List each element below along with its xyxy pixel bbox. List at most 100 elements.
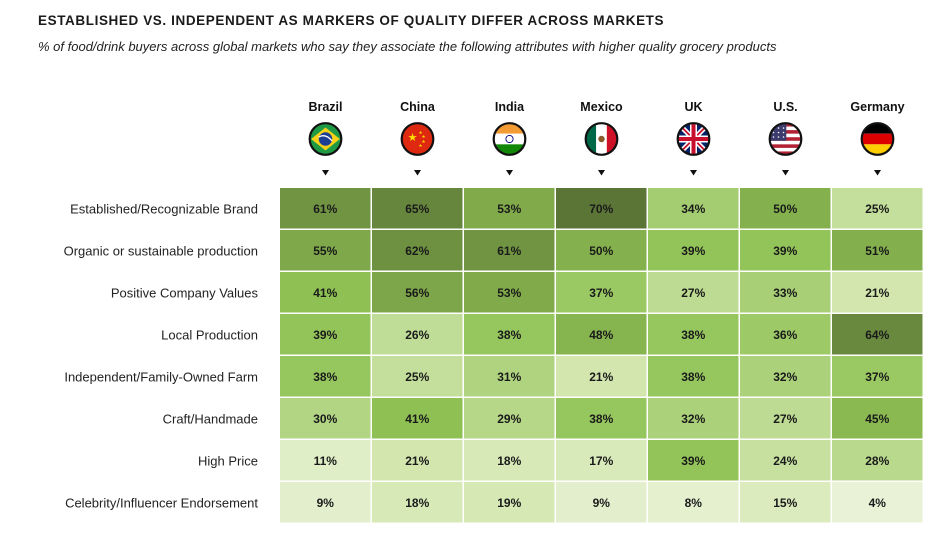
heatmap-cell (556, 440, 647, 481)
chevron-down-icon (598, 170, 605, 176)
row-label: Craft/Handmade (163, 412, 258, 427)
heatmap-cell (556, 398, 647, 439)
cell-value-label: 27% (681, 286, 705, 300)
flag-ring (676, 122, 711, 156)
heatmap-cell (464, 482, 555, 523)
cell-value-label: 70% (589, 202, 613, 216)
heatmap-cell (648, 272, 739, 313)
cell-value-label: 38% (313, 370, 337, 384)
svg-text:★: ★ (421, 134, 425, 140)
flag-ring (860, 122, 895, 156)
cell-value-label: 33% (773, 286, 797, 300)
cell-value-label: 18% (497, 454, 521, 468)
row-label: Celebrity/Influencer Endorsement (65, 496, 258, 511)
heatmap-cell (280, 482, 371, 523)
heatmap-cell (740, 440, 831, 481)
cell-value-label: 9% (317, 496, 335, 510)
cell-value-label: 32% (773, 370, 797, 384)
cell-value-label: 29% (497, 412, 521, 426)
cell-value-label: 27% (773, 412, 797, 426)
row-label: Established/Recognizable Brand (70, 202, 258, 217)
cell-value-label: 39% (681, 454, 705, 468)
cell-value-label: 41% (313, 286, 337, 300)
heatmap-cell (372, 482, 463, 523)
cell-value-label: 19% (497, 496, 521, 510)
row-label: Local Production (161, 328, 258, 343)
cell-value-label: 21% (865, 286, 889, 300)
brazil-flag-icon (310, 124, 341, 154)
heatmap-cell (372, 230, 463, 271)
heatmap-cell (464, 398, 555, 439)
heatmap-cell (740, 482, 831, 523)
heatmap-cell (832, 398, 923, 439)
cell-value-label: 53% (497, 202, 521, 216)
cell-value-label: 21% (589, 370, 613, 384)
heatmap-cell (464, 440, 555, 481)
heatmap-cell (832, 230, 923, 271)
heatmap-cell (740, 272, 831, 313)
heatmap-cell (280, 398, 371, 439)
heatmap-cell (464, 314, 555, 355)
heatmap-cell (832, 356, 923, 397)
cell-value-label: 51% (865, 244, 889, 258)
row-label: Positive Company Values (111, 286, 259, 301)
cell-value-label: 32% (681, 412, 705, 426)
germany-flag-icon (862, 124, 893, 154)
heatmap-cell (372, 272, 463, 313)
cell-value-label: 28% (865, 454, 889, 468)
us-flag-icon (770, 124, 801, 154)
heatmap-cell (740, 356, 831, 397)
heatmap-cell (832, 440, 923, 481)
heatmap-cell (556, 314, 647, 355)
column-header-us: U.S. (773, 100, 797, 114)
chevron-down-icon (690, 170, 697, 176)
cell-value-label: 38% (681, 328, 705, 342)
heatmap-cell (740, 314, 831, 355)
cell-value-label: 39% (313, 328, 337, 342)
heatmap-cell (372, 398, 463, 439)
cell-value-label: 11% (314, 454, 338, 468)
heatmap-cell (740, 398, 831, 439)
heatmap-cell (464, 356, 555, 397)
cell-value-label: 36% (773, 328, 797, 342)
flag-ring (768, 122, 803, 156)
heatmap-cell (648, 314, 739, 355)
cell-value-label: 38% (681, 370, 705, 384)
cell-value-label: 18% (405, 496, 429, 510)
heatmap-cell (372, 188, 463, 229)
cell-value-label: 4% (869, 496, 887, 510)
cell-value-label: 26% (405, 328, 429, 342)
cell-value-label: 17% (589, 454, 613, 468)
column-header-brazil: Brazil (308, 100, 342, 114)
cell-value-label: 30% (313, 412, 337, 426)
chevron-down-icon (506, 170, 513, 176)
cell-value-label: 39% (681, 244, 705, 258)
cell-value-label: 31% (497, 370, 521, 384)
heatmap-cell (556, 230, 647, 271)
chevron-down-icon (874, 170, 881, 176)
heatmap-cell (556, 482, 647, 523)
chart-subtitle: % of food/drink buyers across global mar… (38, 39, 777, 54)
heatmap-cell (280, 356, 371, 397)
cell-value-label: 25% (405, 370, 429, 384)
heatmap-cell (832, 314, 923, 355)
chevron-down-icon (322, 170, 329, 176)
row-label: High Price (198, 454, 258, 469)
heatmap-cell (648, 188, 739, 229)
row-label: Independent/Family-Owned Farm (64, 370, 258, 385)
cell-value-label: 37% (589, 286, 613, 300)
cell-value-label: 9% (593, 496, 611, 510)
cell-value-label: 50% (589, 244, 613, 258)
china-flag-icon: ★ ★★★★ (402, 124, 433, 154)
row-label: Organic or sustainable production (64, 244, 258, 259)
heatmap-cell (280, 272, 371, 313)
cell-value-label: 56% (405, 286, 429, 300)
heatmap-cell (648, 230, 739, 271)
flag-ring (308, 122, 343, 156)
cell-value-label: 45% (865, 412, 889, 426)
india-flag-icon (494, 124, 525, 154)
cell-value-label: 24% (773, 454, 797, 468)
cell-value-label: 61% (497, 244, 521, 258)
chevron-down-icon (414, 170, 421, 176)
column-header-uk: UK (684, 100, 702, 114)
